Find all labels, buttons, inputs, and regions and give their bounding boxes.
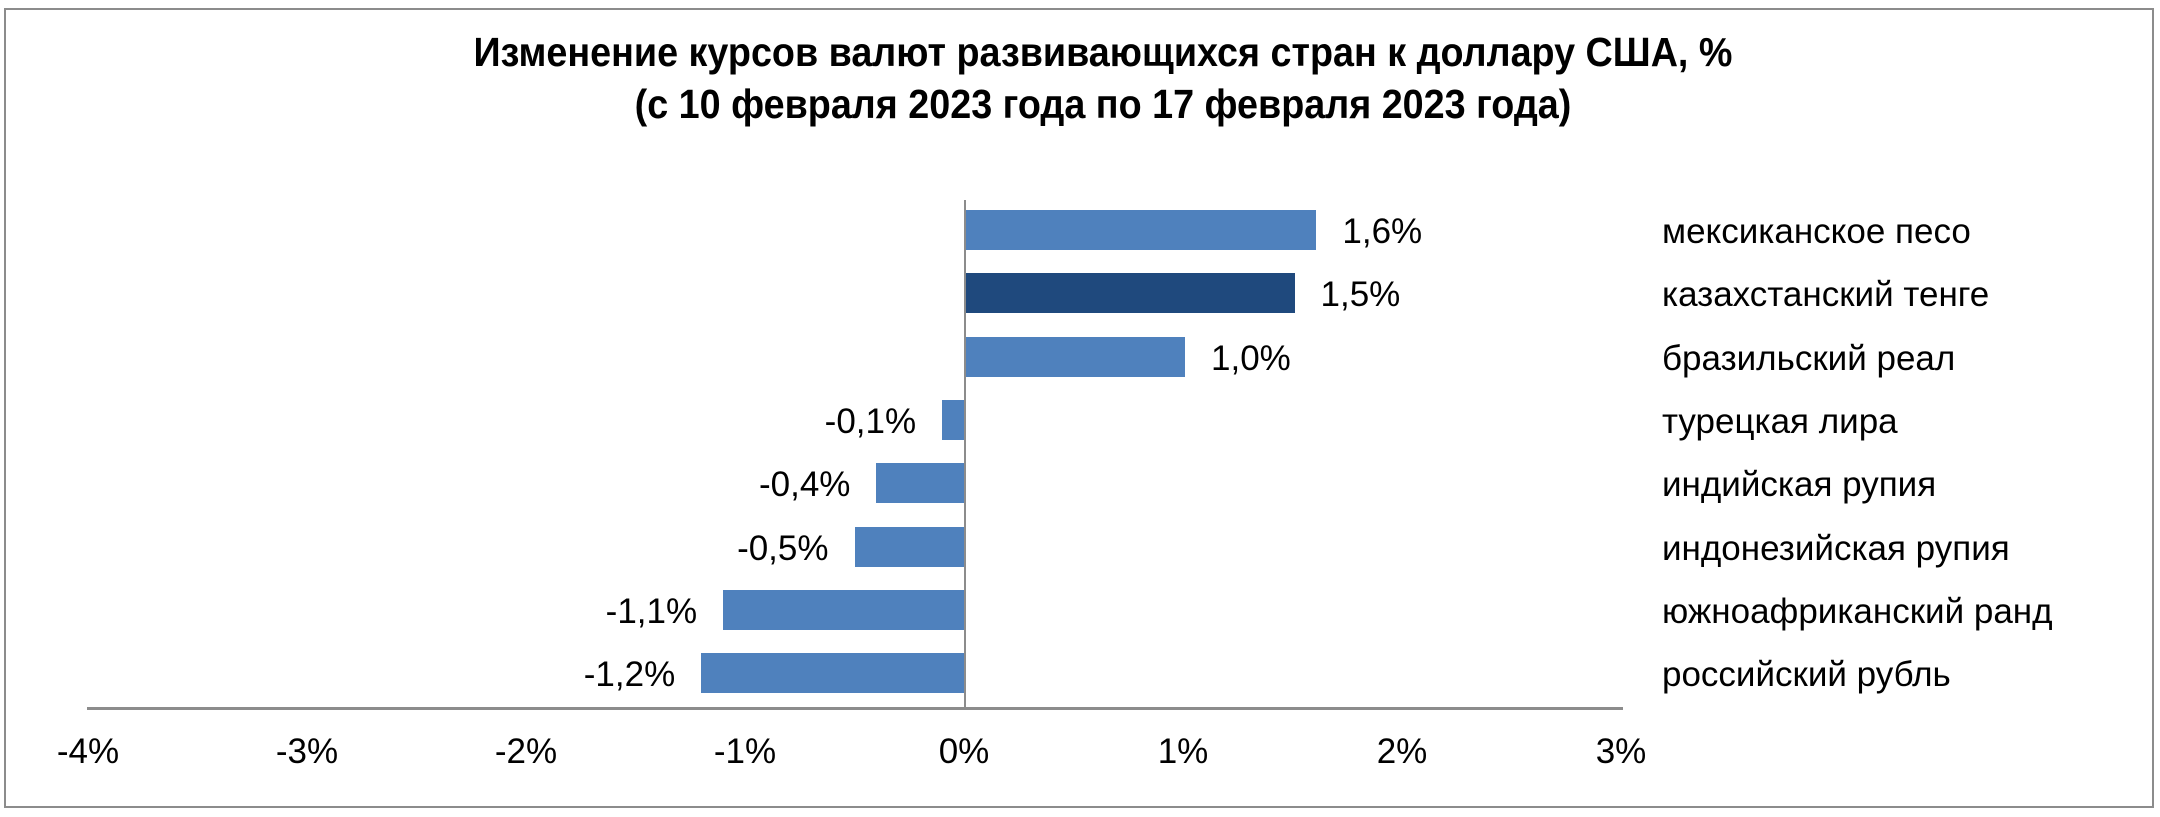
y-axis-line bbox=[964, 200, 966, 708]
category-label: турецкая лира bbox=[1662, 401, 1898, 441]
bar bbox=[876, 463, 964, 504]
x-tick-label: -1% bbox=[713, 732, 777, 771]
bar bbox=[966, 210, 1317, 250]
bar bbox=[942, 399, 964, 440]
category-label: мексиканское песо bbox=[1662, 212, 1971, 251]
bar bbox=[723, 589, 964, 630]
x-tick-label: 3% bbox=[1595, 732, 1647, 771]
x-tick-label: -3% bbox=[275, 732, 339, 771]
x-tick-label: -4% bbox=[56, 732, 120, 771]
bar bbox=[854, 526, 964, 567]
bar bbox=[966, 336, 1185, 377]
bar-value-label: 1,5% bbox=[1320, 275, 1401, 315]
bar bbox=[701, 653, 964, 694]
bar-value-label: -1,2% bbox=[583, 655, 676, 695]
x-tick-label: 2% bbox=[1376, 732, 1428, 771]
chart-title: Изменение курсов валют развивающихся стр… bbox=[96, 26, 2083, 130]
category-label: южноафриканский ранд bbox=[1662, 591, 2053, 631]
bar-value-label: -0,4% bbox=[758, 465, 851, 505]
chart-subtitle: (с 10 февраля 2023 года по 17 февраля 20… bbox=[634, 81, 1572, 127]
x-tick-label: -2% bbox=[494, 732, 558, 771]
chart-frame bbox=[4, 8, 2154, 808]
category-label: бразильский реал bbox=[1662, 338, 1956, 378]
category-label: индийская рупия bbox=[1662, 465, 1937, 505]
x-axis-line bbox=[87, 707, 1623, 710]
bar-value-label: 1,6% bbox=[1342, 212, 1423, 251]
bar bbox=[966, 273, 1295, 314]
bar-value-label: 1,0% bbox=[1211, 338, 1291, 378]
x-tick-label: 1% bbox=[1157, 732, 1209, 771]
x-tick-label: 0% bbox=[938, 732, 990, 771]
category-label: индонезийская рупия bbox=[1662, 528, 2010, 568]
bar-value-label: -1,1% bbox=[605, 591, 698, 631]
category-label: российский рубль bbox=[1662, 655, 1951, 695]
category-label: казахстанский тенге bbox=[1662, 275, 1990, 315]
bar-value-label: -0,5% bbox=[737, 528, 829, 568]
chart-title-line1: Изменение курсов валют развивающихся стр… bbox=[473, 29, 1733, 75]
bar-value-label: -0,1% bbox=[824, 401, 917, 441]
